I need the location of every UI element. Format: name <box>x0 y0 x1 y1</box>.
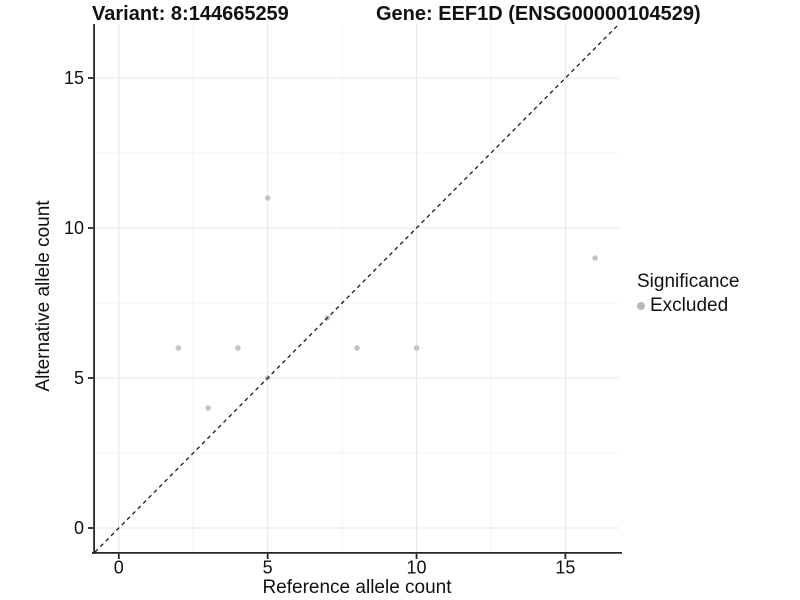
legend-point-icon <box>637 301 645 310</box>
x-tick-label: 15 <box>555 558 575 578</box>
data-point <box>264 195 271 201</box>
y-tick-label: 0 <box>74 518 84 538</box>
legend-item-excluded: Excluded <box>637 295 739 317</box>
x-tick-label: 5 <box>263 558 273 578</box>
data-point <box>592 255 598 261</box>
y-tick-label: 15 <box>64 68 84 88</box>
data-point <box>205 405 211 411</box>
x-tick-label: 10 <box>407 558 427 578</box>
y-tick-label: 10 <box>64 218 84 238</box>
y-axis-title: Alternative allele count <box>33 200 54 392</box>
gene-title: Gene: EEF1D (ENSG00000104529) <box>376 3 701 25</box>
data-point <box>354 345 360 351</box>
identity-dashed-line <box>94 23 620 553</box>
data-point <box>175 345 182 351</box>
legend: Significance Excluded <box>637 271 739 317</box>
data-point <box>413 345 420 351</box>
x-tick-label: 0 <box>114 558 124 578</box>
legend-item-label: Excluded <box>650 294 729 316</box>
variant-title: Variant: 8:144665259 <box>92 3 289 25</box>
legend-title: Significance <box>637 271 740 292</box>
x-axis-title: Reference allele count <box>262 577 452 598</box>
data-point <box>235 345 241 351</box>
y-tick-label: 5 <box>74 368 84 388</box>
